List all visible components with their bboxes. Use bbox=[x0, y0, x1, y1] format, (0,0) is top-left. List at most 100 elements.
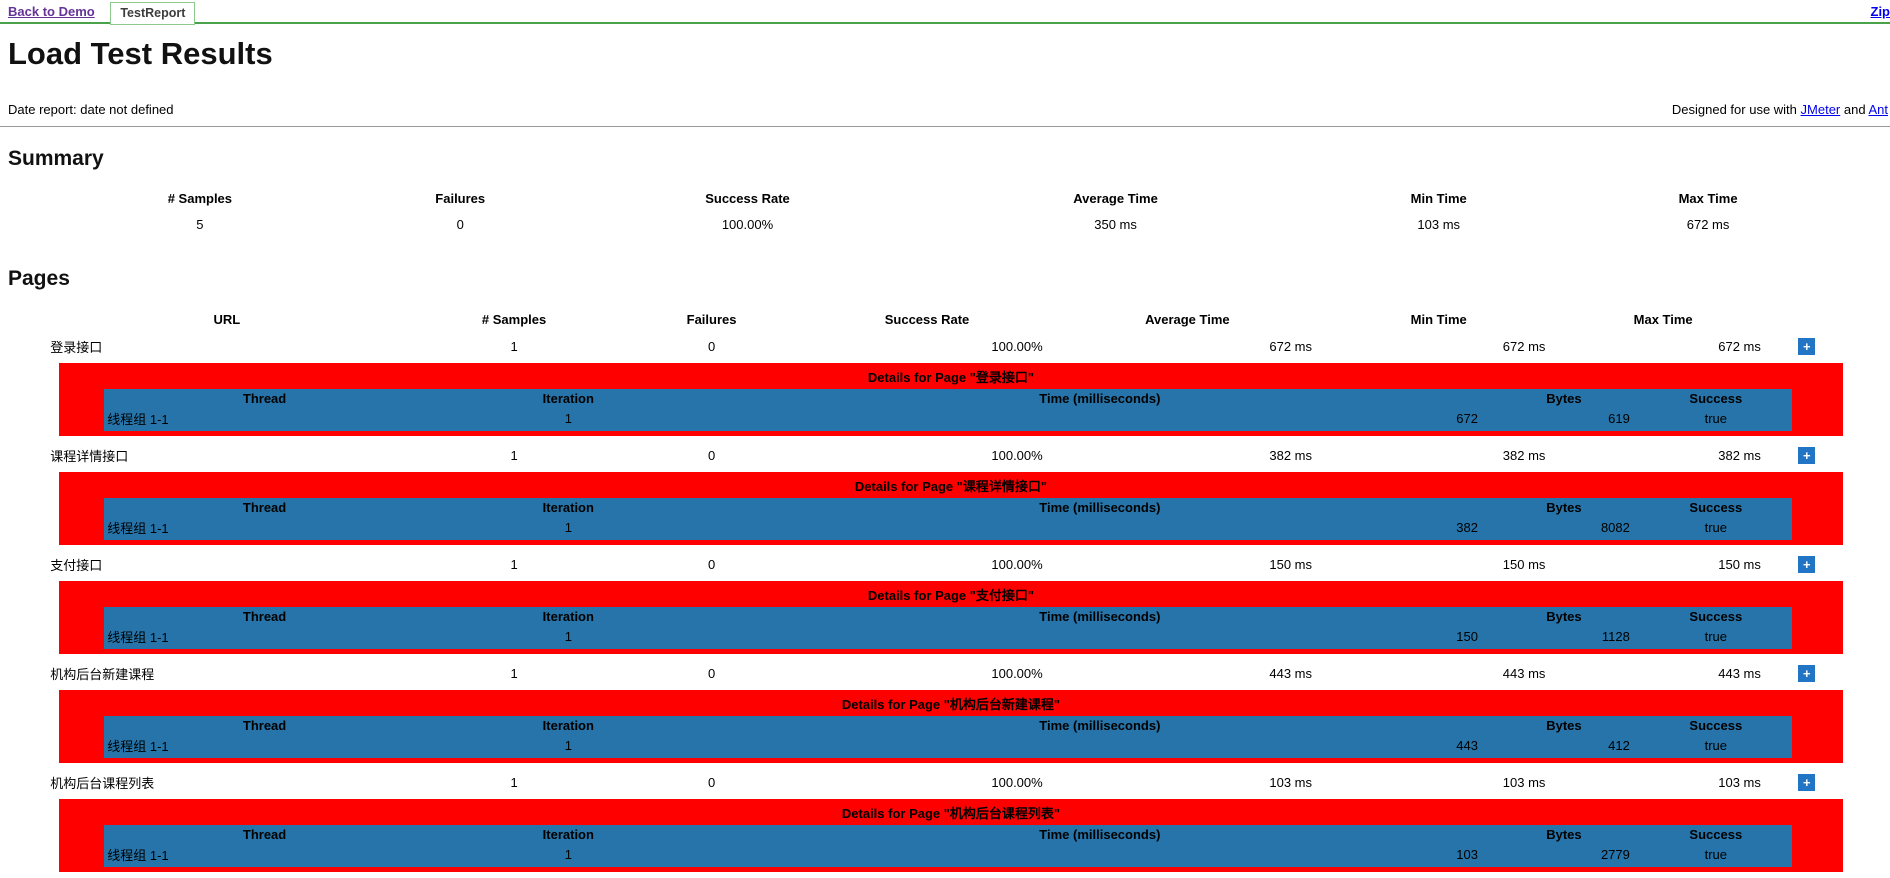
expand-toggle-button[interactable]: + bbox=[1798, 665, 1815, 682]
pages-col-max-time: Max Time bbox=[1555, 305, 1770, 333]
details-col-success: Success bbox=[1640, 716, 1792, 735]
details-col-bytes: Bytes bbox=[1488, 389, 1640, 408]
summary-col-success-rate: Success Rate bbox=[568, 185, 927, 212]
detail-bytes: 1128 bbox=[1488, 626, 1640, 649]
page-samples: 1 bbox=[406, 769, 621, 796]
page-failures: 0 bbox=[622, 333, 802, 360]
details-title: Details for Page "支付接口" bbox=[59, 583, 1843, 607]
page-details-row: Details for Page "登录接口" Thread Iteration… bbox=[47, 360, 1843, 442]
details-data-row: 线程组 1-1 1 443 412 true bbox=[104, 735, 1792, 758]
summary-success-rate-value: 100.00% bbox=[568, 212, 927, 237]
and-word: and bbox=[1844, 102, 1869, 117]
page-samples: 1 bbox=[406, 551, 621, 578]
table-row: 支付接口 1 0 100.00% 150 ms 150 ms 150 ms + bbox=[47, 551, 1843, 578]
details-col-thread: Thread bbox=[104, 498, 425, 517]
detail-iteration: 1 bbox=[425, 735, 712, 758]
expand-toggle-button[interactable]: + bbox=[1798, 774, 1815, 791]
detail-time: 150 bbox=[712, 626, 1488, 649]
page-min-time: 672 ms bbox=[1322, 333, 1555, 360]
table-row: 登录接口 1 0 100.00% 672 ms 672 ms 672 ms + bbox=[47, 333, 1843, 360]
details-col-time: Time (milliseconds) bbox=[712, 716, 1488, 735]
detail-bytes: 8082 bbox=[1488, 517, 1640, 540]
detail-thread: 线程组 1-1 bbox=[104, 408, 425, 431]
page-url: 课程详情接口 bbox=[47, 442, 406, 469]
pages-table: URL # Samples Failures Success Rate Aver… bbox=[47, 305, 1843, 878]
summary-max-time-value: 672 ms bbox=[1573, 212, 1842, 237]
details-title: Details for Page "机构后台新建课程" bbox=[59, 692, 1843, 716]
page-average-time: 382 ms bbox=[1053, 442, 1322, 469]
ant-link[interactable]: Ant bbox=[1868, 102, 1888, 117]
details-data-row: 线程组 1-1 1 672 619 true bbox=[104, 408, 1792, 431]
expand-toggle-button[interactable]: + bbox=[1798, 447, 1815, 464]
pages-col-failures: Failures bbox=[622, 305, 802, 333]
detail-bytes: 619 bbox=[1488, 408, 1640, 431]
detail-iteration: 1 bbox=[425, 408, 712, 431]
expand-toggle-button[interactable]: + bbox=[1798, 338, 1815, 355]
zip-link[interactable]: Zip bbox=[1871, 4, 1890, 19]
summary-table: # Samples Failures Success Rate Average … bbox=[47, 185, 1843, 237]
details-data-row: 线程组 1-1 1 150 1128 true bbox=[104, 626, 1792, 649]
page-min-time: 382 ms bbox=[1322, 442, 1555, 469]
detail-iteration: 1 bbox=[425, 626, 712, 649]
summary-header-row: # Samples Failures Success Rate Average … bbox=[47, 185, 1843, 212]
expand-toggle-button[interactable]: + bbox=[1798, 556, 1815, 573]
page-success-rate: 100.00% bbox=[801, 333, 1052, 360]
detail-time: 443 bbox=[712, 735, 1488, 758]
page-min-time: 103 ms bbox=[1322, 769, 1555, 796]
details-col-iteration: Iteration bbox=[425, 825, 712, 844]
page-max-time: 672 ms bbox=[1555, 333, 1770, 360]
pages-col-success-rate: Success Rate bbox=[801, 305, 1052, 333]
page-details-panel: Details for Page "支付接口" Thread Iteration… bbox=[59, 581, 1843, 654]
page-details-panel: Details for Page "机构后台课程列表" Thread Itera… bbox=[59, 799, 1843, 872]
summary-values-row: 5 0 100.00% 350 ms 103 ms 672 ms bbox=[47, 212, 1843, 237]
detail-success: true bbox=[1640, 626, 1792, 649]
details-header-row: Thread Iteration Time (milliseconds) Byt… bbox=[104, 716, 1792, 735]
page-success-rate: 100.00% bbox=[801, 551, 1052, 578]
details-header-row: Thread Iteration Time (milliseconds) Byt… bbox=[104, 389, 1792, 408]
summary-average-time-value: 350 ms bbox=[927, 212, 1304, 237]
page-average-time: 150 ms bbox=[1053, 551, 1322, 578]
details-table: Thread Iteration Time (milliseconds) Byt… bbox=[104, 389, 1792, 431]
details-title: Details for Page "机构后台课程列表" bbox=[59, 801, 1843, 825]
page-details-row: Details for Page "课程详情接口" Thread Iterati… bbox=[47, 469, 1843, 551]
details-data-row: 线程组 1-1 1 382 8082 true bbox=[104, 517, 1792, 540]
details-col-iteration: Iteration bbox=[425, 389, 712, 408]
detail-thread: 线程组 1-1 bbox=[104, 626, 425, 649]
details-header-row: Thread Iteration Time (milliseconds) Byt… bbox=[104, 607, 1792, 626]
page-failures: 0 bbox=[622, 551, 802, 578]
tab-testreport[interactable]: TestReport bbox=[110, 2, 195, 25]
details-col-time: Time (milliseconds) bbox=[712, 825, 1488, 844]
pages-header-row: URL # Samples Failures Success Rate Aver… bbox=[47, 305, 1843, 333]
page-details-row: Details for Page "机构后台新建课程" Thread Itera… bbox=[47, 687, 1843, 769]
jmeter-link[interactable]: JMeter bbox=[1801, 102, 1841, 117]
back-to-demo-link[interactable]: Back to Demo bbox=[8, 4, 95, 19]
page-details-panel: Details for Page "机构后台新建课程" Thread Itera… bbox=[59, 690, 1843, 763]
detail-success: true bbox=[1640, 408, 1792, 431]
detail-time: 382 bbox=[712, 517, 1488, 540]
summary-col-failures: Failures bbox=[352, 185, 567, 212]
page-min-time: 443 ms bbox=[1322, 660, 1555, 687]
table-row: 机构后台新建课程 1 0 100.00% 443 ms 443 ms 443 m… bbox=[47, 660, 1843, 687]
summary-heading: Summary bbox=[8, 147, 1890, 171]
summary-col-max-time: Max Time bbox=[1573, 185, 1842, 212]
details-table: Thread Iteration Time (milliseconds) Byt… bbox=[104, 607, 1792, 649]
details-header-row: Thread Iteration Time (milliseconds) Byt… bbox=[104, 498, 1792, 517]
page-failures: 0 bbox=[622, 442, 802, 469]
page-samples: 1 bbox=[406, 333, 621, 360]
designed-for-text: Designed for use with JMeter and Ant bbox=[1672, 102, 1888, 117]
page-failures: 0 bbox=[622, 660, 802, 687]
divider bbox=[0, 126, 1890, 127]
page-average-time: 443 ms bbox=[1053, 660, 1322, 687]
summary-min-time-value: 103 ms bbox=[1304, 212, 1573, 237]
summary-samples-value: 5 bbox=[47, 212, 352, 237]
page-max-time: 443 ms bbox=[1555, 660, 1770, 687]
detail-success: true bbox=[1640, 735, 1792, 758]
page-url: 支付接口 bbox=[47, 551, 406, 578]
page-title: Load Test Results bbox=[8, 36, 1890, 72]
details-table: Thread Iteration Time (milliseconds) Byt… bbox=[104, 825, 1792, 867]
pages-col-average-time: Average Time bbox=[1053, 305, 1322, 333]
details-col-iteration: Iteration bbox=[425, 716, 712, 735]
table-row: 机构后台课程列表 1 0 100.00% 103 ms 103 ms 103 m… bbox=[47, 769, 1843, 796]
page-failures: 0 bbox=[622, 769, 802, 796]
details-col-thread: Thread bbox=[104, 607, 425, 626]
